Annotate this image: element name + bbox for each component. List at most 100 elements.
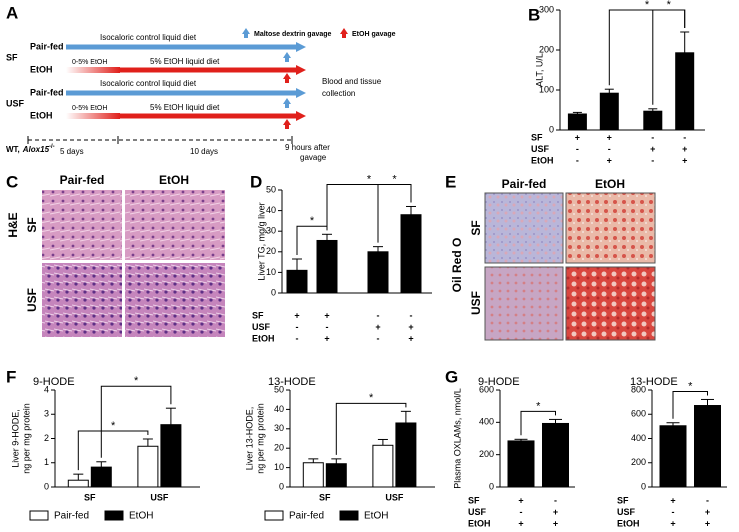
stain-label: Oil Red O	[450, 238, 464, 293]
significance-bracket	[100, 385, 172, 458]
x-tick-label: SF	[319, 492, 331, 502]
histology-he: Pair-fed EtOH SF USF H&E	[6, 173, 225, 337]
x-tick-label: SF	[84, 492, 96, 502]
y-tick-label: 30	[266, 226, 276, 236]
y-axis-label: ng per mg protein	[21, 403, 31, 474]
significance-bracket	[377, 183, 412, 243]
micrograph	[42, 190, 122, 260]
y-axis-label: ng per mg protein	[255, 403, 265, 474]
significance-label: *	[536, 400, 541, 412]
condition-sign: +	[408, 333, 413, 343]
y-tick-label: 0	[271, 287, 276, 297]
y-tick-label: 40	[266, 205, 276, 215]
significance-label: *	[134, 375, 139, 387]
y-axis-label: Liver 13-HODE,	[244, 407, 254, 471]
y-tick-label: 600	[479, 384, 494, 394]
legend-label: EtOH	[129, 511, 153, 522]
row-label: SF	[25, 217, 39, 232]
gavage-icon	[283, 119, 291, 129]
chart-title: 13-HODE	[630, 376, 678, 388]
condition-sign: -	[410, 310, 413, 320]
row-label: USF	[25, 288, 39, 312]
condition-label: USF	[531, 144, 550, 154]
bar	[659, 425, 687, 488]
condition-sign: +	[670, 518, 675, 528]
x-tick-label: USF	[150, 492, 169, 502]
micrograph	[484, 192, 564, 264]
condition-label: SF	[468, 495, 480, 505]
bar	[694, 405, 721, 488]
micrograph	[125, 263, 225, 337]
ramp-arrow	[66, 113, 120, 119]
gavage-icon	[242, 28, 250, 38]
panel-label: F	[6, 367, 16, 386]
condition-sign: -	[554, 495, 557, 505]
y-tick-label: 300	[539, 4, 554, 14]
endpoint-text: collection	[322, 89, 355, 98]
y-axis-label: Plasma OXLAMs, nmol/L	[452, 388, 462, 489]
y-tick-label: 30	[274, 423, 284, 433]
condition-sign: +	[682, 155, 687, 165]
micrograph	[42, 263, 122, 337]
bar	[367, 251, 389, 294]
significance-label: *	[645, 0, 650, 11]
condition-sign: -	[377, 310, 380, 320]
significance-label: *	[688, 380, 693, 392]
y-tick-label: 50	[266, 184, 276, 194]
y-tick-label: 1	[44, 457, 49, 467]
y-axis-label: ALT, U/L	[534, 53, 544, 87]
y-tick-label: 400	[479, 417, 494, 427]
significance-bracket	[672, 390, 708, 419]
chart-title: 13-HODE	[268, 376, 316, 388]
timeline-label: gavage	[300, 153, 327, 162]
timeline-label: 5 days	[60, 147, 84, 156]
significance-bracket	[520, 410, 556, 436]
significance-label: *	[369, 392, 374, 404]
y-tick-label: 600	[631, 409, 646, 419]
timeline-label: 10 days	[190, 147, 218, 156]
gavage-icon	[340, 28, 348, 38]
gavage-icon	[283, 52, 291, 62]
strain-superscript: -/-	[49, 144, 55, 150]
y-tick-label: 0	[489, 481, 494, 491]
condition-label: SF	[617, 495, 629, 505]
endpoint-text: Blood and tissue	[322, 77, 382, 86]
arm-label: Pair-fed	[30, 41, 64, 51]
column-label: EtOH	[595, 177, 625, 191]
y-tick-label: 200	[631, 457, 646, 467]
significance-bracket	[652, 9, 686, 105]
condition-sign: -	[651, 132, 654, 142]
bar	[567, 113, 587, 131]
gavage-icon	[283, 98, 291, 108]
bar	[643, 110, 663, 131]
y-tick-label: 0	[279, 481, 284, 491]
micrograph	[484, 266, 564, 341]
condition-sign: -	[651, 155, 654, 165]
condition-sign: -	[683, 132, 686, 142]
condition-sign: +	[324, 333, 329, 343]
bar	[542, 422, 569, 488]
significance-label: *	[667, 0, 672, 11]
gavage-icon	[283, 73, 291, 83]
condition-sign: +	[408, 322, 413, 332]
bar	[286, 269, 308, 294]
y-tick-label: 3	[44, 409, 49, 419]
condition-label: USF	[617, 507, 636, 517]
arm-label: EtOH	[30, 110, 53, 120]
y-tick-label: 2	[44, 433, 49, 443]
condition-sign: +	[518, 518, 523, 528]
y-tick-label: 200	[539, 44, 554, 54]
significance-bracket	[608, 9, 686, 86]
condition-sign: +	[682, 144, 687, 154]
bar	[395, 422, 417, 488]
arrow-head	[296, 88, 306, 98]
micrograph	[565, 266, 656, 341]
diet-label: 5% EtOH liquid diet	[150, 57, 220, 66]
bar	[507, 440, 535, 488]
legend-swatch	[104, 510, 124, 521]
y-axis-label: Liver TG, mg/g liver	[256, 202, 266, 280]
condition-label: EtOH	[617, 518, 640, 528]
y-tick-label: 800	[631, 384, 646, 394]
legend-swatch	[264, 510, 284, 521]
